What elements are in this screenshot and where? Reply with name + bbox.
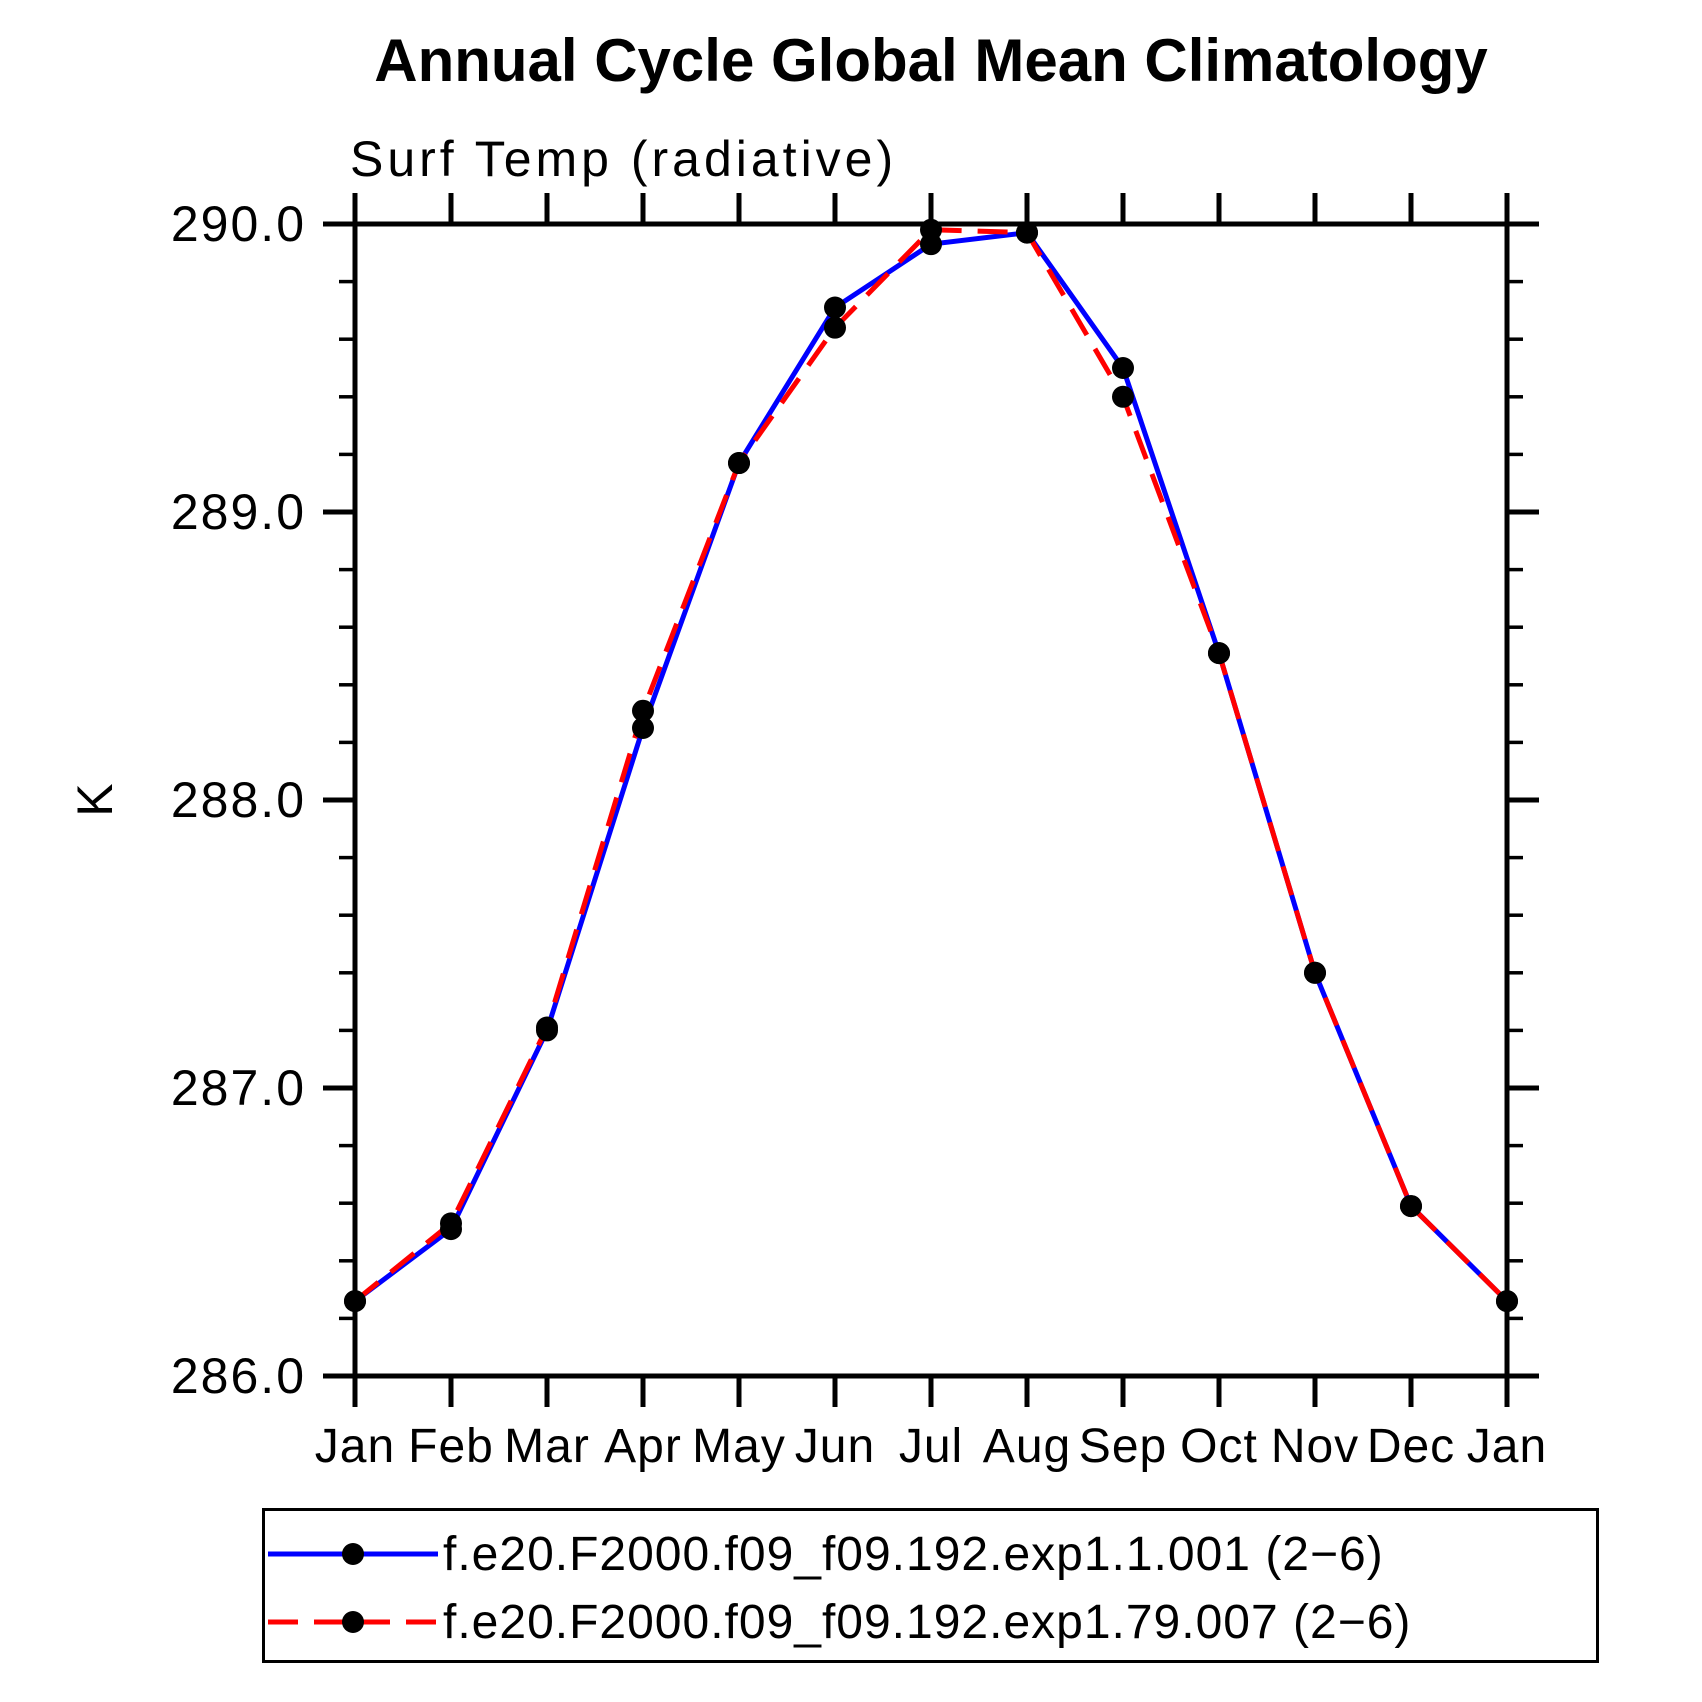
- data-point-marker-s1: [1208, 642, 1230, 665]
- x-tick-label: Mar: [504, 1420, 590, 1473]
- y-tick-label: 290.0: [171, 196, 306, 252]
- x-tick-label: Aug: [983, 1420, 1071, 1473]
- legend-entry-exp1-1-001: f.e20.F2000.f09_f09.192.exp1.1.001 (2−6): [267, 1524, 1384, 1584]
- data-point-marker-s1: [632, 699, 654, 722]
- y-tick-label: 287.0: [171, 1060, 306, 1116]
- x-tick-label: Oct: [1180, 1420, 1258, 1473]
- data-point-marker-s1: [824, 316, 846, 339]
- y-tick-label: 289.0: [171, 484, 306, 540]
- x-tick-label: Jan: [315, 1420, 395, 1473]
- data-point-marker-s1: [1400, 1195, 1422, 1218]
- plot-frame: [352, 221, 1510, 1379]
- x-tick-label: Apr: [604, 1420, 682, 1473]
- x-tick-label: Feb: [408, 1420, 494, 1473]
- x-tick-label: Nov: [1271, 1420, 1359, 1473]
- series-line-1: [353, 227, 1509, 1304]
- legend-marker-dot: [342, 1611, 364, 1633]
- x-tick-label: May: [692, 1420, 786, 1473]
- data-point-marker-s1: [1112, 385, 1134, 408]
- data-point-marker-s0: [824, 296, 846, 319]
- legend-entry-exp1-79-007: f.e20.F2000.f09_f09.192.exp1.79.007 (2−6…: [267, 1592, 1411, 1652]
- x-tick-label: Jul: [899, 1420, 963, 1473]
- data-point-marker-s1: [728, 452, 750, 475]
- y-tick-label: 286.0: [171, 1348, 306, 1404]
- data-point-marker-s1: [920, 218, 942, 241]
- data-point-marker-s1: [1304, 961, 1326, 984]
- x-tick-label: Jan: [1467, 1420, 1547, 1473]
- data-point-marker-s0: [632, 717, 654, 739]
- data-point-marker-s1: [344, 1290, 366, 1313]
- y-tick-label: 288.0: [171, 772, 306, 828]
- x-tick-label: Jun: [795, 1420, 875, 1473]
- x-tick-label: Sep: [1079, 1420, 1167, 1473]
- data-point-marker-s0: [1112, 357, 1134, 379]
- legend-swatch-blue-solid: [268, 1543, 438, 1565]
- legend-box: f.e20.F2000.f09_f09.192.exp1.1.001 (2−6)…: [262, 1508, 1599, 1663]
- legend-swatch-red-dashed: [268, 1611, 438, 1633]
- chart-title: Annual Cycle Global Mean Climatology: [374, 27, 1488, 94]
- legend-label: f.e20.F2000.f09_f09.192.exp1.79.007 (2−6…: [443, 1595, 1412, 1649]
- data-point-marker-s1: [1016, 221, 1038, 244]
- legend-label: f.e20.F2000.f09_f09.192.exp1.1.001 (2−6): [443, 1527, 1384, 1581]
- data-point-marker-s1: [440, 1212, 462, 1235]
- x-tick-label: Dec: [1367, 1420, 1455, 1473]
- data-point-marker-s1: [536, 1016, 558, 1039]
- legend-marker-dot: [342, 1543, 364, 1565]
- y-axis-label: K: [67, 783, 123, 816]
- chart-subtitle: Surf Temp (radiative): [350, 131, 898, 187]
- data-point-marker-s1: [1496, 1290, 1518, 1313]
- series-line-0: [353, 229, 1509, 1304]
